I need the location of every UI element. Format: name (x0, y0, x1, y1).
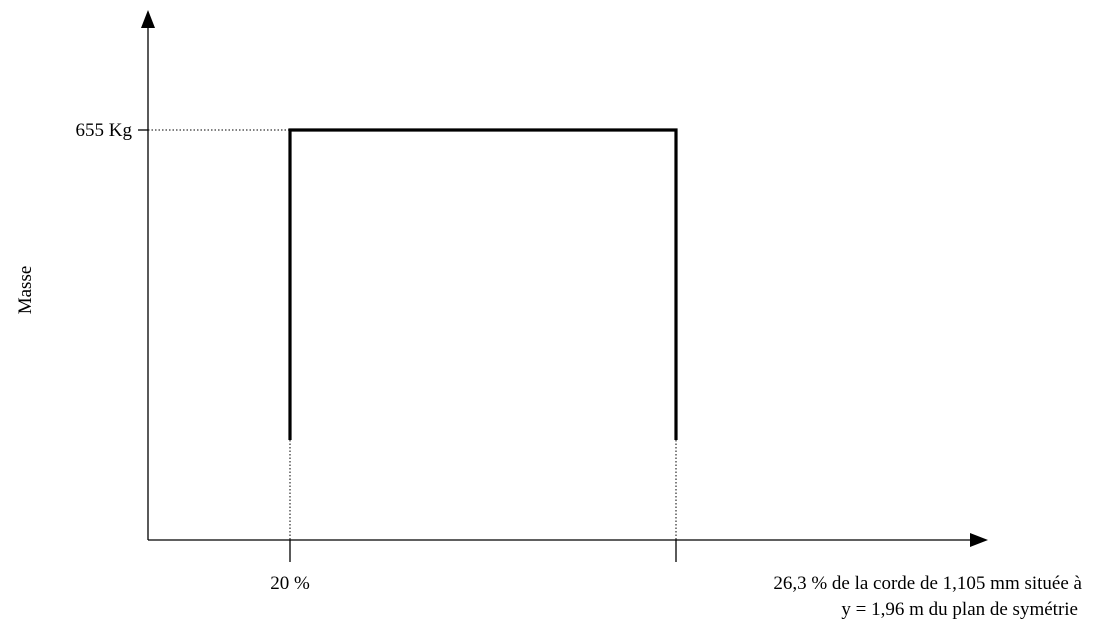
x-tick-label-end-line2: y = 1,96 m du plan de symétrie (841, 599, 1078, 620)
x-tick-label-end-line1: 26,3 % de la corde de 1,105 mm située à (773, 573, 1082, 594)
x-tick-label-start: 20 % (270, 573, 310, 594)
y-tick-label: 655 Kg (76, 120, 133, 141)
y-axis-label: Masse (15, 266, 36, 315)
mass-distribution-profile (288, 128, 678, 440)
x-axis-arrowhead (970, 533, 988, 547)
y-axis-arrowhead (141, 10, 155, 28)
